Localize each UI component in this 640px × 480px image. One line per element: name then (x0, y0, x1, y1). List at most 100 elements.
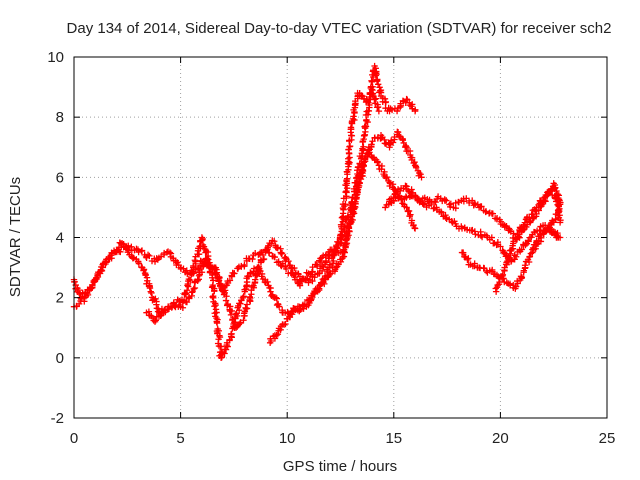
data-point (96, 270, 104, 277)
data-point (518, 274, 526, 281)
data-point (200, 260, 208, 267)
data-point (512, 253, 520, 260)
data-point (212, 271, 220, 278)
data-point (421, 200, 429, 207)
data-point (249, 255, 256, 263)
data-point (224, 343, 231, 350)
data-point (541, 196, 548, 204)
data-point (205, 256, 212, 263)
data-point (222, 297, 230, 304)
data-point (146, 284, 154, 292)
data-point (282, 265, 290, 273)
data-point (555, 196, 563, 203)
data-point (516, 234, 523, 241)
data-point (358, 92, 365, 99)
data-point (360, 143, 367, 150)
grid (74, 57, 607, 418)
data-point (241, 261, 248, 269)
data-point (345, 223, 353, 231)
data-point (256, 265, 263, 272)
data-point (199, 235, 206, 243)
series-track-4 (266, 128, 425, 346)
data-point (506, 254, 513, 261)
data-point (518, 246, 525, 253)
data-point (382, 99, 389, 106)
data-point (195, 251, 203, 258)
data-point (275, 258, 282, 265)
y-tick-label: 4 (56, 230, 64, 247)
data-point (522, 264, 529, 271)
data-point (285, 257, 292, 265)
data-point (117, 248, 124, 256)
data-point (362, 122, 369, 130)
data-point (89, 281, 96, 288)
data-point (526, 253, 534, 260)
data-point (389, 139, 397, 146)
data-point (503, 279, 510, 286)
data-point (359, 169, 366, 177)
data-point (412, 163, 420, 170)
data-point (353, 192, 360, 199)
data-point (355, 180, 362, 188)
data-point (459, 249, 467, 256)
data-point (291, 264, 298, 272)
data-point (489, 210, 497, 217)
x-tick-label: 5 (176, 430, 184, 447)
data-point (403, 194, 410, 201)
data-point (397, 102, 405, 109)
data-point (334, 245, 341, 252)
data-point (477, 232, 485, 239)
data-point (171, 302, 178, 310)
data-point (432, 198, 439, 206)
data-point (341, 249, 348, 256)
data-point (152, 317, 159, 324)
x-tick-label: 25 (599, 430, 616, 447)
data-point (320, 263, 327, 271)
data-point (497, 243, 504, 250)
data-point (298, 277, 306, 285)
data-point (530, 241, 538, 248)
data-point (464, 256, 471, 264)
data-point (443, 197, 450, 204)
data-point (213, 309, 220, 316)
data-point (138, 247, 145, 255)
data-point (346, 143, 354, 150)
data-point (514, 280, 521, 287)
data-point (430, 205, 437, 212)
data-point (108, 250, 116, 257)
data-point (236, 300, 244, 307)
data-point (182, 290, 190, 297)
data-point (183, 298, 191, 306)
data-point (275, 303, 283, 310)
data-point (372, 72, 380, 79)
data-point (542, 198, 549, 205)
data-point (264, 278, 271, 286)
y-tick-label: 6 (56, 169, 64, 186)
data-point (231, 270, 238, 277)
data-point (240, 317, 247, 324)
data-point (408, 154, 416, 161)
data-point (227, 311, 235, 319)
data-point (540, 230, 547, 238)
data-point (408, 186, 415, 193)
data-point (553, 187, 560, 195)
data-point (488, 234, 496, 241)
data-point (280, 321, 288, 328)
data-point (418, 174, 425, 181)
y-tick-label: 2 (56, 290, 64, 307)
data-point (190, 285, 197, 292)
x-tick-label: 10 (279, 430, 296, 447)
data-point (378, 134, 385, 142)
data-point (274, 244, 281, 252)
x-tick-label: 20 (492, 430, 509, 447)
data-point (383, 173, 391, 181)
data-point (361, 132, 368, 139)
data-point (337, 240, 344, 247)
data-point (372, 95, 380, 102)
data-point (344, 212, 352, 220)
data-point (388, 106, 396, 114)
data-point (211, 287, 218, 294)
data-point (348, 132, 356, 139)
data-point (411, 225, 419, 232)
data-point (522, 241, 529, 249)
